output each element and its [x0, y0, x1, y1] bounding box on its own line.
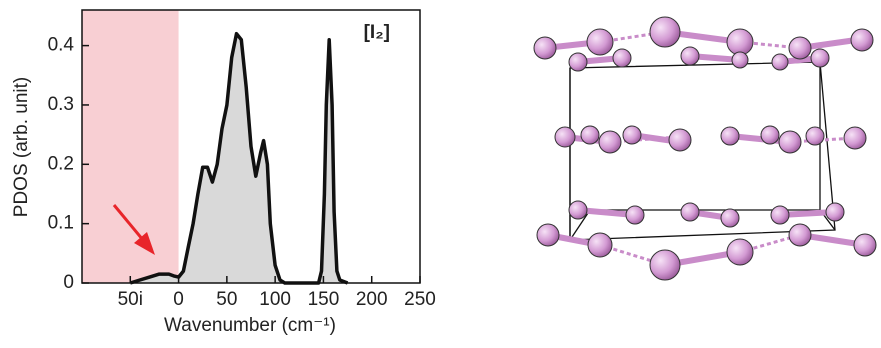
x-tick-label: 250 — [404, 289, 436, 310]
annotation: [I₂] — [364, 22, 390, 43]
x-tick-label: 100 — [259, 289, 291, 310]
y-axis-label: PDOS (arb. unit) — [11, 77, 32, 217]
x-tick-label: 50i — [118, 289, 143, 310]
crystal-structure — [534, 17, 876, 280]
x-tick-label: 0 — [173, 289, 184, 310]
figure: 0 0.1 0.2 0.3 0.4 50i 0 50 100 150 200 250 Wavenumb… — [0, 0, 881, 343]
x-tick-label: 150 — [308, 289, 340, 310]
y-tick-label: 0.3 — [48, 94, 74, 115]
plot: 0 0.1 0.2 0.3 0.4 50i 0 50 100 150 200 250 — [48, 10, 436, 310]
y-tick-label: 0.1 — [48, 213, 74, 234]
x-axis-label: Wavenumber (cm⁻¹) — [164, 315, 336, 336]
x-tick-label: 200 — [356, 289, 388, 310]
y-tick-label: 0.2 — [48, 153, 74, 174]
x-tick-label: 50 — [216, 289, 237, 310]
imaginary-region — [82, 10, 179, 283]
y-tick-label: 0 — [63, 272, 74, 293]
y-tick-label: 0.4 — [48, 35, 75, 56]
